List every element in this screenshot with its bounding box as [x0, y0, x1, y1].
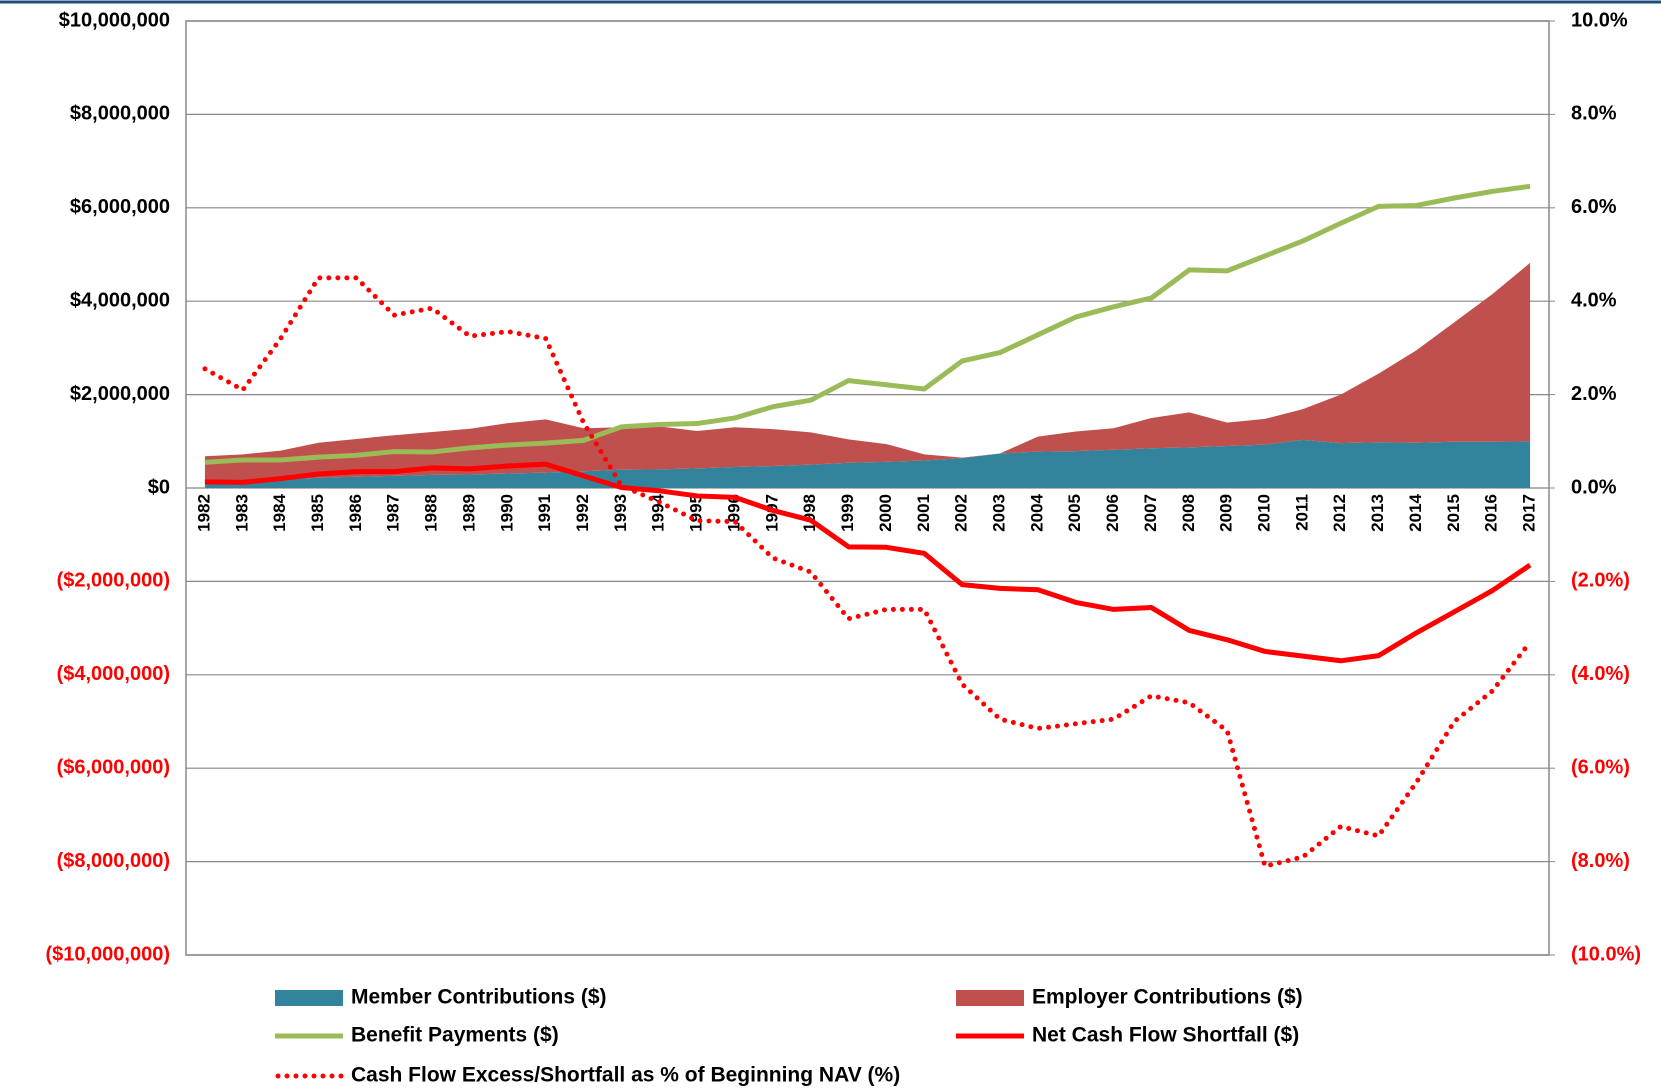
- x-tick-label: 1987: [384, 494, 403, 532]
- y-tick-label: $4,000,000: [70, 289, 170, 311]
- y2-tick-label: 6.0%: [1571, 196, 1617, 218]
- dotted-line: [202, 275, 1533, 869]
- legend-label: Benefit Payments ($): [351, 1024, 559, 1047]
- x-tick-label: 1988: [422, 494, 441, 532]
- y2-tick-label: 10.0%: [1571, 9, 1628, 31]
- x-tick-label: 2003: [989, 494, 1008, 532]
- x-tick-label: 2010: [1255, 494, 1274, 532]
- legend-swatch: [275, 990, 343, 1006]
- y2-tick-label: 4.0%: [1571, 289, 1617, 311]
- x-tick-label: 1982: [194, 494, 213, 532]
- x-tick-label: 1991: [535, 494, 554, 532]
- y-tick-label: $0: [148, 476, 170, 498]
- x-tick-label: 1999: [838, 494, 857, 532]
- y2-tick-label: (2.0%): [1571, 570, 1630, 592]
- x-tick-label: 2004: [1027, 493, 1046, 531]
- y2-tick-label: (6.0%): [1571, 756, 1630, 778]
- x-tick-label: 1984: [270, 493, 289, 531]
- line: [204, 461, 1532, 664]
- y-tick-label: ($6,000,000): [57, 756, 170, 778]
- y2-tick-label: 2.0%: [1571, 383, 1617, 405]
- x-tick-label: 2014: [1406, 493, 1425, 531]
- x-tick-label: 2017: [1520, 494, 1539, 532]
- area: [204, 439, 1531, 488]
- x-tick-label: 1989: [459, 494, 478, 532]
- y-tick-label: ($2,000,000): [57, 570, 170, 592]
- y-tick-label: $6,000,000: [70, 196, 170, 218]
- legend-label: Employer Contributions ($): [1032, 986, 1303, 1009]
- x-tick-label: 1985: [308, 494, 327, 532]
- x-tick-label: 2015: [1444, 494, 1463, 532]
- y2-tick-label: (4.0%): [1571, 663, 1630, 685]
- x-tick-label: 2011: [1292, 494, 1311, 531]
- x-tick-label: 1995: [687, 494, 706, 532]
- x-tick-label: 1990: [497, 494, 516, 532]
- y2-tick-label: 8.0%: [1571, 103, 1617, 125]
- grid: [186, 20, 1549, 956]
- y-tick-label: ($10,000,000): [45, 943, 170, 965]
- x-tick-label: 1983: [232, 494, 251, 532]
- x-tick-label: 1993: [611, 494, 630, 532]
- y2-tick-label: (8.0%): [1571, 850, 1630, 872]
- legend-label: Member Contributions ($): [351, 986, 607, 1009]
- line: [204, 183, 1531, 465]
- x-tick-label: 1994: [649, 493, 668, 531]
- x-tick-label: 2012: [1330, 494, 1349, 532]
- y-tick-label: $2,000,000: [70, 383, 170, 405]
- x-tick-label: 2007: [1141, 494, 1160, 532]
- y-tick-label: $8,000,000: [70, 103, 170, 125]
- y-tick-label: ($8,000,000): [57, 850, 170, 872]
- legend-label: Cash Flow Excess/Shortfall as % of Begin…: [351, 1064, 900, 1087]
- y2-tick-label: (10.0%): [1571, 943, 1641, 965]
- y-tick-label: ($4,000,000): [57, 663, 170, 685]
- legend-label: Net Cash Flow Shortfall ($): [1032, 1024, 1299, 1047]
- x-tick-label: 2000: [876, 494, 895, 532]
- x-tick-label: 1997: [762, 494, 781, 532]
- x-tick-label: 2008: [1179, 494, 1198, 532]
- x-tick-label: 2009: [1217, 494, 1236, 532]
- x-tick-label: 2006: [1103, 494, 1122, 532]
- x-tick-label: 2002: [952, 494, 971, 532]
- x-tick-label: 2013: [1368, 494, 1387, 532]
- x-tick-label: 2005: [1065, 494, 1084, 532]
- area: [204, 262, 1531, 481]
- x-tick-label: 2001: [914, 494, 933, 532]
- x-tick-label: 2016: [1482, 494, 1501, 532]
- x-tick-label: 1992: [573, 494, 592, 532]
- y-tick-label: $10,000,000: [59, 9, 170, 31]
- x-tick-label: 1986: [346, 494, 365, 532]
- y2-tick-label: 0.0%: [1571, 476, 1617, 498]
- legend-swatch: [956, 990, 1024, 1006]
